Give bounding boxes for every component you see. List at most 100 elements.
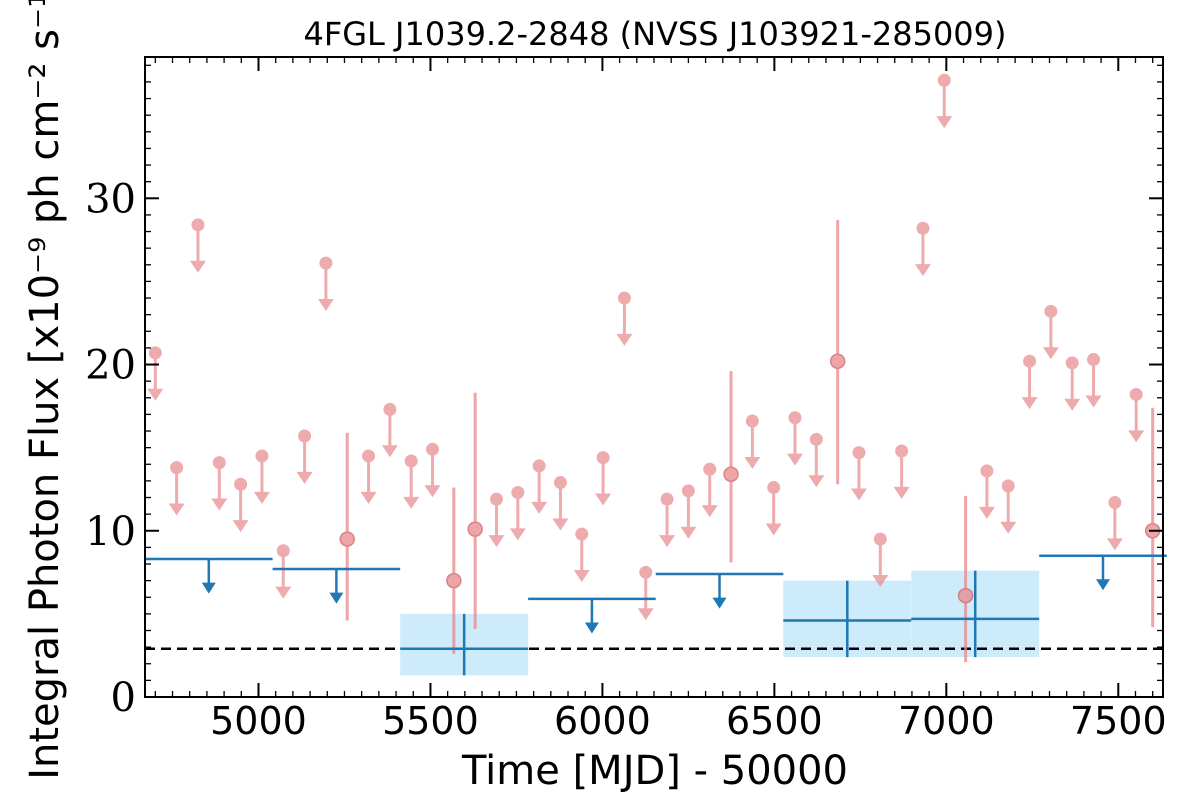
monthly-upper-limit-3 [211, 456, 228, 511]
monthly-upper-limit-marker [1087, 353, 1101, 367]
yearly-upper-limit-arrowhead-0 [201, 582, 216, 594]
monthly-upper-limit-23 [701, 462, 718, 518]
monthly-upper-limit-14 [509, 486, 526, 541]
y-tick-label: 30 [85, 176, 136, 222]
monthly-upper-limit-arrowhead [1064, 398, 1081, 411]
monthly-upper-limit-25 [765, 481, 782, 536]
monthly-upper-limit-arrowhead [403, 496, 420, 509]
x-tick-label: 7500 [1070, 699, 1167, 743]
monthly-upper-limit-arrowhead [808, 475, 825, 488]
monthly-upper-limit-arrowhead [1106, 538, 1123, 551]
y-axis-label: Integral Photon Flux [x10⁻⁹ ph cm⁻² s⁻¹] [22, 0, 68, 780]
monthly-detection-1 [446, 487, 462, 654]
monthly-upper-limit-8 [317, 256, 334, 312]
monthly-upper-limit-12 [424, 442, 441, 498]
monthly-upper-limit-marker [1001, 479, 1015, 493]
monthly-upper-limit-marker [788, 411, 802, 425]
monthly-upper-limit-arrowhead [232, 520, 249, 533]
monthly-detection-marker [829, 353, 846, 369]
monthly-upper-limit-5 [253, 449, 270, 504]
x-tick-label: 5000 [210, 699, 307, 743]
yearly-upper-limit-arrowhead-3 [712, 597, 727, 609]
yearly-upper-limit-arrowhead-1 [329, 592, 344, 604]
monthly-upper-limit-36 [1042, 304, 1059, 360]
monthly-upper-limit-37 [1064, 356, 1081, 411]
monthly-upper-limit-marker [1023, 354, 1037, 368]
monthly-upper-limit-arrowhead [893, 486, 910, 499]
yearly-upper-limit-arrowhead-2 [584, 622, 599, 634]
monthly-upper-limit-11 [403, 454, 420, 509]
monthly-upper-limit-38 [1085, 353, 1102, 408]
monthly-upper-limit-arrowhead [552, 518, 569, 531]
monthly-upper-limit-arrowhead [765, 523, 782, 536]
monthly-upper-limit-marker [234, 477, 248, 491]
monthly-upper-limit-arrowhead [211, 498, 228, 511]
monthly-upper-limit-30 [893, 444, 910, 499]
monthly-upper-limit-marker [639, 565, 653, 579]
monthly-upper-limit-16 [552, 476, 569, 531]
x-tick-label: 6500 [726, 699, 823, 743]
monthly-upper-limit-marker [809, 432, 823, 446]
monthly-upper-limit-19 [616, 291, 633, 346]
x-axis-label: Time [MJD] - 50000 [461, 748, 848, 794]
monthly-upper-limit-arrowhead [1000, 521, 1017, 534]
monthly-upper-limit-arrowhead [509, 528, 526, 541]
monthly-upper-limit-arrowhead [1021, 397, 1038, 410]
monthly-detection-marker [446, 572, 462, 589]
monthly-upper-limit-marker [1108, 496, 1122, 510]
monthly-upper-limit-marker [532, 459, 546, 473]
monthly-upper-limit-arrowhead [424, 485, 441, 498]
monthly-upper-limit-marker [255, 449, 269, 463]
monthly-detection-marker [339, 531, 355, 547]
monthly-detection-6 [1144, 407, 1161, 628]
monthly-upper-limit-marker [937, 73, 951, 87]
monthly-upper-limit-arrowhead [253, 491, 270, 504]
monthly-upper-limit-arrowhead [595, 493, 612, 506]
monthly-detection-5 [957, 495, 974, 663]
monthly-upper-limit-marker [404, 454, 418, 468]
monthly-upper-limit-marker [511, 486, 525, 500]
monthly-upper-limit-marker [489, 492, 503, 506]
monthly-upper-limit-arrowhead [381, 445, 398, 458]
monthly-upper-limit-22 [680, 484, 697, 539]
monthly-upper-limit-arrowhead [189, 260, 206, 273]
monthly-upper-limit-marker [703, 462, 717, 476]
monthly-detection-2 [467, 392, 483, 629]
monthly-upper-limit-17 [573, 527, 590, 582]
monthly-upper-limit-arrowhead [744, 456, 761, 469]
monthly-upper-limit-marker [660, 492, 674, 506]
monthly-upper-limit-20 [637, 565, 654, 621]
monthly-upper-limit-arrowhead [1042, 347, 1059, 360]
plot-area: 5000 5500 6000 6500 7000 7500 0 10 20 30 [85, 56, 1167, 743]
monthly-upper-limit-29 [872, 532, 889, 587]
monthly-upper-limit-arrowhead [872, 574, 889, 587]
monthly-upper-limit-marker [852, 446, 866, 460]
monthly-upper-limit-4 [232, 477, 249, 533]
monthly-upper-limit-marker [767, 481, 781, 495]
monthly-upper-limit-arrowhead [914, 264, 931, 277]
monthly-upper-limit-24 [744, 414, 761, 469]
monthly-upper-limit-marker [319, 256, 333, 270]
monthly-upper-limit-arrowhead [659, 535, 676, 548]
monthly-upper-limit-40 [1128, 387, 1145, 443]
monthly-upper-limit-marker [1065, 356, 1079, 370]
monthly-detection-4 [829, 219, 846, 485]
monthly-upper-limit-arrowhead [787, 453, 804, 466]
monthly-upper-limit-marker [276, 544, 290, 558]
monthly-upper-limit-arrowhead [978, 506, 995, 519]
monthly-upper-limit-33 [978, 464, 995, 519]
x-tick-label: 5500 [382, 699, 479, 743]
monthly-upper-limit-arrowhead [275, 586, 292, 599]
monthly-upper-limit-arrowhead [296, 471, 313, 484]
monthly-upper-limit-marker [553, 476, 567, 490]
monthly-upper-limit-marker [895, 444, 909, 458]
monthly-upper-limit-arrowhead [637, 608, 654, 621]
monthly-upper-limit-21 [659, 492, 676, 548]
monthly-upper-limit-marker [617, 291, 631, 305]
monthly-upper-limit-arrowhead [936, 116, 953, 129]
x-tick-label: 7000 [898, 699, 995, 743]
x-tick-label: 6000 [554, 699, 651, 743]
monthly-upper-limit-1 [168, 461, 185, 516]
monthly-upper-limit-15 [531, 459, 548, 514]
